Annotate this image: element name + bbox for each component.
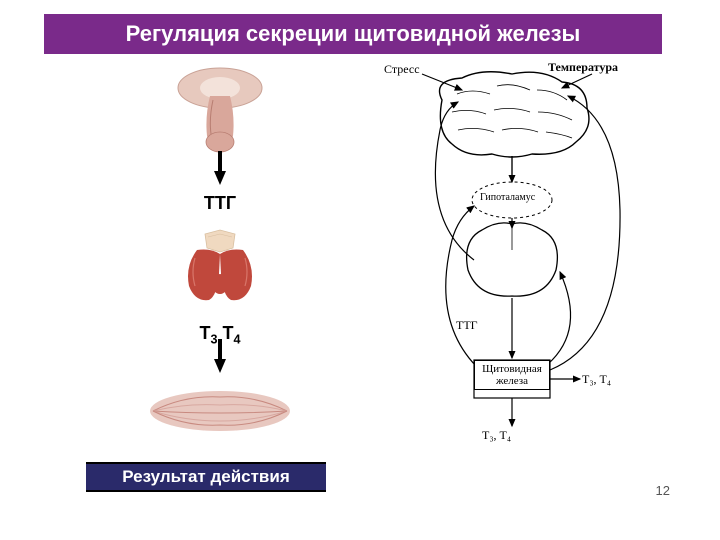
t-sub2: 4 bbox=[234, 333, 241, 347]
target-tissue-illustration bbox=[145, 383, 295, 443]
stress-label: Стресс bbox=[384, 62, 420, 77]
slide-title-text: Регуляция секреции щитовидной железы bbox=[126, 21, 581, 47]
arrow-pituitary-to-ttg bbox=[214, 171, 226, 185]
ttg-small-label: ТТГ bbox=[456, 318, 478, 333]
ttg-text: ТТГ bbox=[204, 193, 236, 213]
hypothalamus-label: Гипоталамус bbox=[480, 192, 535, 203]
t-sub1: 3 bbox=[210, 333, 217, 347]
result-bar: Результат действия bbox=[86, 462, 326, 492]
slide-title: Регуляция секреции щитовидной железы bbox=[44, 14, 662, 54]
right-feedback-diagram: Стресс Температура Гипоталамус ТТГ Щитов… bbox=[362, 60, 662, 460]
thyroid-box-label: Щитовидная железа bbox=[474, 360, 550, 390]
left-pathway: ТТГ Т3 Т4 bbox=[100, 60, 340, 449]
temperature-label: Температура bbox=[548, 60, 618, 75]
thyroid-illustration bbox=[175, 228, 265, 313]
page-number: 12 bbox=[656, 483, 670, 498]
result-text: Результат действия bbox=[122, 467, 290, 487]
arrow-t3t4-to-target bbox=[214, 359, 226, 373]
t3t4-small-label-right: Т₃, Т₄ bbox=[582, 372, 611, 387]
ttg-label: ТТГ bbox=[204, 193, 236, 214]
t3t4-small-label-bottom: Т₃, Т₄ bbox=[482, 428, 511, 443]
t-prefix: Т bbox=[199, 323, 210, 343]
pituitary-illustration bbox=[165, 66, 275, 161]
